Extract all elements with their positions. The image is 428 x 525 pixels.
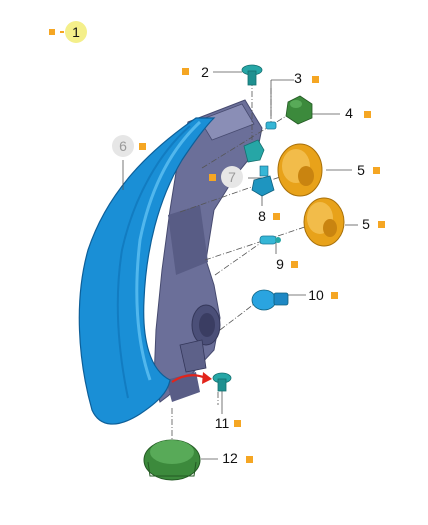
part-12-cap bbox=[143, 439, 201, 481]
part-7-holder bbox=[243, 139, 265, 163]
callout-11: 11 bbox=[215, 415, 241, 431]
headlamp-lens bbox=[78, 117, 216, 425]
callout-5-lower: 5 bbox=[362, 216, 385, 232]
callout-10: 10 bbox=[308, 287, 338, 303]
callout-4-label: 4 bbox=[345, 105, 353, 121]
callout-6: 6 bbox=[112, 135, 146, 157]
callout-9-label: 9 bbox=[276, 256, 284, 272]
callout-12: 12 bbox=[222, 450, 253, 466]
part-8-holder bbox=[251, 165, 275, 197]
callout-3-label: 3 bbox=[294, 70, 302, 86]
part-2-clip bbox=[241, 64, 263, 86]
callout-4: 4 bbox=[345, 105, 371, 121]
part-4-cap bbox=[285, 95, 313, 125]
part-3-bulb bbox=[265, 121, 277, 130]
callout-3: 3 bbox=[294, 70, 319, 86]
callout-10-label: 10 bbox=[308, 287, 324, 303]
callout-7: 7 bbox=[209, 166, 243, 188]
callout-5-upper-label: 5 bbox=[357, 162, 365, 178]
red-arrow-icon bbox=[171, 372, 212, 384]
callout-2-label: 2 bbox=[201, 64, 209, 80]
callout-1: 1 bbox=[49, 21, 87, 43]
callout-11-label: 11 bbox=[215, 415, 230, 431]
callout-8: 8 bbox=[258, 208, 280, 224]
callout-8-label: 8 bbox=[258, 208, 266, 224]
callout-1-label: 1 bbox=[72, 24, 80, 40]
callout-2: 2 bbox=[182, 64, 209, 80]
callout-12-label: 12 bbox=[222, 450, 238, 466]
callout-7-label: 7 bbox=[228, 169, 236, 185]
leader-lines bbox=[122, 71, 358, 460]
callout-6-label: 6 bbox=[119, 138, 127, 154]
callout-5-lower-label: 5 bbox=[362, 216, 370, 232]
part-10-bulb bbox=[251, 289, 289, 311]
part-11-clip bbox=[212, 372, 232, 392]
part-5-cover-lower bbox=[303, 197, 345, 247]
part-5-cover-upper bbox=[277, 143, 323, 197]
callout-5-upper: 5 bbox=[357, 162, 380, 178]
part-9-bulb bbox=[259, 235, 281, 245]
callout-9: 9 bbox=[276, 256, 298, 272]
